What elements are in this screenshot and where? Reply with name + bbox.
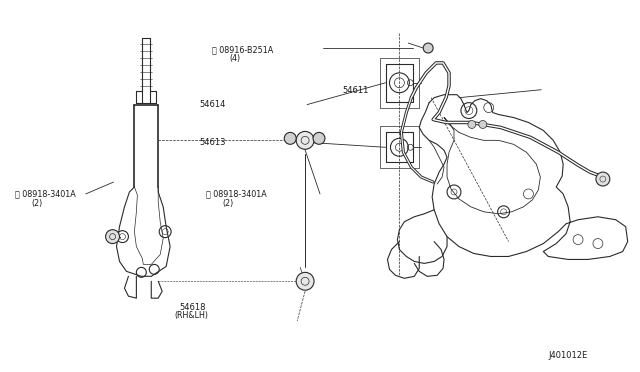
Text: (RH&LH): (RH&LH) [174,311,208,320]
Circle shape [106,230,120,244]
Circle shape [468,121,476,128]
Circle shape [296,131,314,149]
Bar [380,58,419,108]
Bar [380,126,419,168]
Text: (2): (2) [222,199,234,208]
Text: (4): (4) [230,54,241,63]
Circle shape [423,43,433,53]
Text: (2): (2) [31,199,43,208]
Text: J401012E: J401012E [548,350,588,360]
Circle shape [284,132,296,144]
Text: 54618: 54618 [179,303,205,312]
Text: ⓓ 08918-3401A: ⓓ 08918-3401A [205,190,266,199]
Text: 54611: 54611 [342,86,369,94]
Text: ⓓ 08918-3401A: ⓓ 08918-3401A [15,190,76,199]
Text: 54614: 54614 [199,100,226,109]
Text: ⓓ 08916-B251A: ⓓ 08916-B251A [212,45,273,54]
Circle shape [479,121,487,128]
Circle shape [296,272,314,290]
Circle shape [596,172,610,186]
Circle shape [313,132,325,144]
Text: 54613: 54613 [199,138,226,147]
